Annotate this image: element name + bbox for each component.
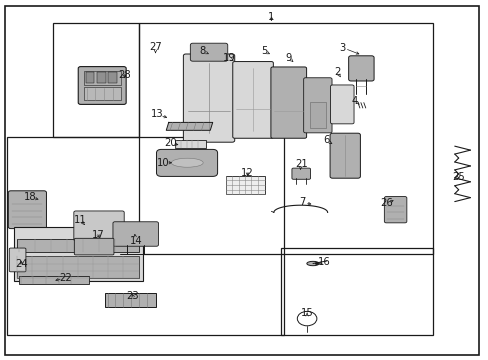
Bar [85, 72, 94, 83]
FancyBboxPatch shape [74, 238, 114, 255]
Bar [174, 140, 206, 148]
Bar [309, 102, 325, 128]
Text: 5: 5 [260, 46, 267, 56]
Text: 13: 13 [151, 109, 163, 120]
Bar [17, 256, 139, 278]
Bar [19, 276, 89, 284]
Text: 10: 10 [157, 158, 169, 168]
Bar [139, 23, 432, 254]
Text: 1: 1 [267, 12, 274, 22]
Text: 28: 28 [118, 69, 131, 80]
FancyBboxPatch shape [270, 67, 306, 138]
Text: 27: 27 [149, 42, 162, 52]
FancyBboxPatch shape [330, 85, 353, 124]
Circle shape [314, 262, 318, 265]
Text: 25: 25 [451, 172, 464, 182]
Text: 9: 9 [285, 53, 291, 63]
FancyBboxPatch shape [303, 78, 331, 133]
Text: 18: 18 [24, 192, 37, 202]
FancyBboxPatch shape [348, 56, 373, 81]
Bar [83, 87, 121, 100]
Bar [105, 293, 156, 307]
Text: 12: 12 [241, 168, 253, 178]
FancyBboxPatch shape [232, 62, 273, 138]
Text: 7: 7 [298, 197, 305, 207]
Text: 11: 11 [74, 215, 87, 225]
Text: 16: 16 [318, 257, 330, 267]
Text: 4: 4 [351, 96, 357, 106]
Text: 23: 23 [126, 291, 139, 301]
FancyBboxPatch shape [384, 197, 406, 223]
FancyBboxPatch shape [291, 168, 310, 179]
Polygon shape [166, 122, 212, 130]
Text: 2: 2 [333, 67, 340, 77]
Text: 24: 24 [15, 258, 28, 269]
Text: 14: 14 [129, 236, 142, 246]
Text: 26: 26 [379, 198, 392, 208]
Bar [7, 137, 283, 335]
FancyBboxPatch shape [78, 67, 126, 104]
Text: 17: 17 [91, 230, 104, 240]
Text: 19: 19 [222, 53, 235, 63]
Text: 8: 8 [200, 46, 205, 56]
FancyBboxPatch shape [190, 43, 227, 61]
FancyBboxPatch shape [329, 133, 360, 178]
Bar [17, 239, 139, 252]
Ellipse shape [171, 158, 203, 167]
Text: 15: 15 [300, 308, 313, 318]
Bar [281, 248, 432, 335]
Ellipse shape [306, 261, 319, 266]
FancyBboxPatch shape [113, 222, 158, 246]
Text: 3: 3 [339, 42, 345, 53]
FancyBboxPatch shape [156, 149, 217, 176]
Text: 21: 21 [294, 159, 307, 169]
Bar [225, 176, 264, 194]
Bar [83, 71, 121, 85]
FancyBboxPatch shape [8, 191, 46, 229]
FancyBboxPatch shape [14, 227, 143, 281]
Bar [108, 72, 117, 83]
Text: 20: 20 [163, 138, 176, 148]
Text: 6: 6 [323, 135, 329, 145]
FancyBboxPatch shape [74, 211, 124, 241]
Text: 22: 22 [59, 273, 72, 283]
FancyBboxPatch shape [9, 248, 26, 272]
Bar [53, 23, 139, 137]
FancyBboxPatch shape [183, 54, 234, 142]
Bar [97, 72, 105, 83]
